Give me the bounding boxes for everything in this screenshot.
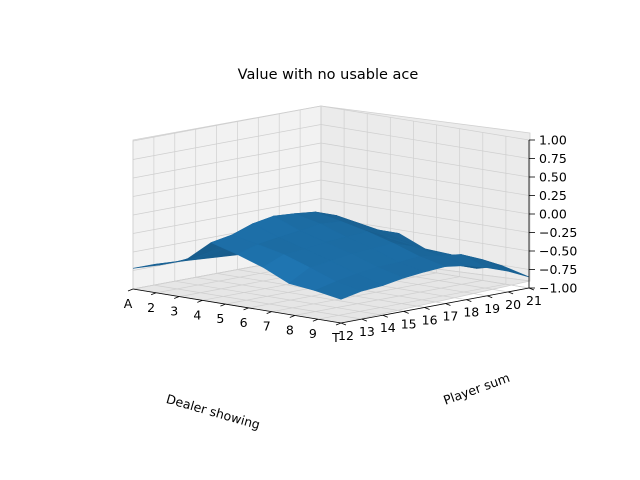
- z-tick-label: −1.00: [539, 281, 577, 296]
- y-tick-label: 14: [380, 320, 396, 335]
- y-tick-label: 19: [484, 301, 500, 316]
- wall-grid-z: [132, 161, 530, 197]
- z-tick-label: 0.25: [539, 188, 567, 203]
- x-axis-line: [132, 288, 342, 324]
- y-tick-label: 15: [401, 316, 417, 331]
- wall-grid-z: [132, 179, 530, 216]
- y-tick: [340, 322, 347, 326]
- axes: A 2 3 4 5 6 7 8 9 T12 13 14 15 16 17 18 19 20 21−1.00 −0.75…: [124, 133, 578, 346]
- x-tick-label: 9: [309, 326, 317, 341]
- x-axis-label: Dealer showing: [165, 391, 262, 432]
- floor-grid-x: [317, 283, 506, 320]
- x-tick-label: 2: [147, 300, 155, 315]
- chart-title: Value with no usable ace: [238, 67, 419, 83]
- y-axis-line: [340, 287, 530, 324]
- y-tick: [403, 310, 409, 314]
- z-tick-label: 1.00: [539, 133, 567, 148]
- x-tick: [312, 318, 319, 322]
- y-tick: [382, 314, 388, 318]
- y-tick: [424, 307, 430, 310]
- x-tick-label: T: [331, 330, 340, 345]
- y-axis-label: Player sum: [441, 370, 511, 408]
- y-tick: [361, 318, 368, 322]
- y-tick-label: 21: [526, 293, 542, 308]
- z-tick-label: −0.25: [539, 225, 577, 240]
- y-tick-label: 13: [359, 324, 375, 339]
- z-tick-label: −0.75: [539, 262, 577, 277]
- wall-grid-z: [132, 124, 530, 160]
- x-tick: [150, 292, 157, 296]
- y-tick: [507, 291, 514, 295]
- x-tick: [243, 307, 249, 311]
- x-tick-label: A: [124, 296, 133, 311]
- wall-grid-z: [132, 198, 530, 234]
- y-tick: [445, 303, 451, 306]
- x-tick: [266, 311, 272, 315]
- floor-grid-y: [174, 280, 383, 316]
- surface: [132, 211, 530, 300]
- floor-grid-y: [195, 276, 404, 312]
- y-tick: [466, 299, 472, 303]
- z-tick-label: 0.75: [539, 151, 567, 166]
- x-tick: [127, 288, 134, 292]
- y-tick-label: 16: [422, 312, 438, 327]
- x-tick: [335, 322, 342, 326]
- y-tick-label: 17: [442, 309, 458, 324]
- surface-patch: [314, 281, 363, 300]
- wall-grid-z: [132, 142, 530, 179]
- x-tick-label: 8: [286, 322, 294, 337]
- y-tick-label: 12: [338, 328, 354, 343]
- x-tick: [289, 315, 295, 318]
- x-tick-label: 5: [216, 311, 224, 326]
- x-tick: [174, 296, 180, 299]
- x-tick-label: 6: [240, 315, 248, 330]
- floor-grid-y: [153, 284, 362, 320]
- x-tick: [197, 299, 203, 303]
- floor-grid-x: [294, 280, 483, 316]
- x-tick: [220, 303, 226, 307]
- wall-grid-z: [132, 105, 530, 142]
- y-tick-label: 18: [463, 305, 479, 320]
- z-tick-label: 0.00: [539, 207, 567, 222]
- x-tick-label: 3: [170, 304, 178, 319]
- x-tick-label: 4: [193, 307, 201, 322]
- x-tick-label: 7: [263, 319, 271, 334]
- z-tick-label: 0.50: [539, 170, 567, 185]
- y-tick: [487, 295, 493, 299]
- y-tick-label: 20: [505, 297, 521, 312]
- floor-grid-x: [271, 276, 460, 313]
- z-tick-label: −0.50: [539, 244, 577, 259]
